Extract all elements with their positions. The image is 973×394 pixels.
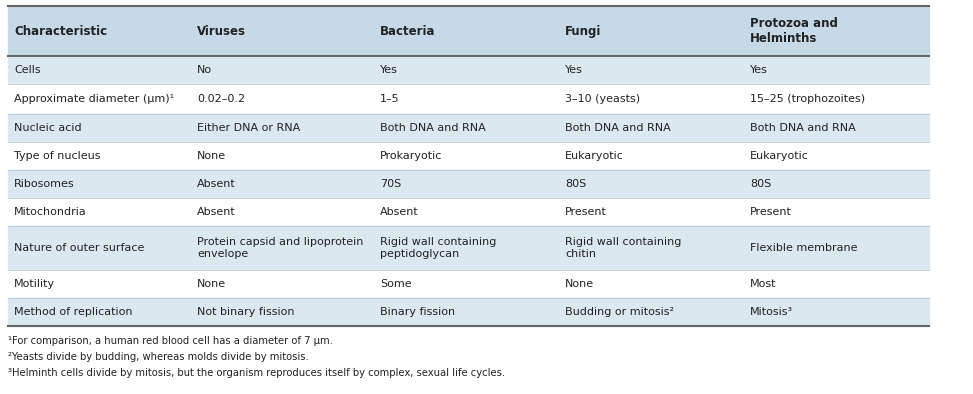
- Text: Yes: Yes: [565, 65, 583, 75]
- Text: Absent: Absent: [380, 207, 418, 217]
- Text: ²Yeasts divide by budding, whereas molds divide by mitosis.: ²Yeasts divide by budding, whereas molds…: [8, 352, 308, 362]
- Bar: [8, 142, 929, 170]
- Text: Absent: Absent: [197, 179, 235, 189]
- Text: 3–10 (yeasts): 3–10 (yeasts): [565, 94, 640, 104]
- Text: 80S: 80S: [565, 179, 587, 189]
- Text: Some: Some: [380, 279, 412, 289]
- Text: 15–25 (trophozoites): 15–25 (trophozoites): [750, 94, 865, 104]
- Text: Yes: Yes: [380, 65, 398, 75]
- Bar: [8, 298, 929, 326]
- Text: ³Helminth cells divide by mitosis, but the organism reproduces itself by complex: ³Helminth cells divide by mitosis, but t…: [8, 368, 505, 378]
- Text: Cells: Cells: [14, 65, 41, 75]
- Text: Prokaryotic: Prokaryotic: [380, 151, 443, 161]
- Text: Protein capsid and lipoprotein
envelope: Protein capsid and lipoprotein envelope: [197, 237, 363, 259]
- Text: None: None: [197, 151, 226, 161]
- Text: Present: Present: [565, 207, 607, 217]
- Text: ¹For comparison, a human red blood cell has a diameter of 7 μm.: ¹For comparison, a human red blood cell …: [8, 336, 333, 346]
- Bar: [8, 170, 929, 198]
- Text: Flexible membrane: Flexible membrane: [750, 243, 857, 253]
- Text: Either DNA or RNA: Either DNA or RNA: [197, 123, 301, 133]
- Bar: [8, 114, 929, 142]
- Text: 0.02–0.2: 0.02–0.2: [197, 94, 245, 104]
- Text: 70S: 70S: [380, 179, 401, 189]
- Text: Both DNA and RNA: Both DNA and RNA: [565, 123, 670, 133]
- Text: Type of nucleus: Type of nucleus: [14, 151, 100, 161]
- Bar: [8, 6, 929, 56]
- Text: Ribosomes: Ribosomes: [14, 179, 75, 189]
- Text: Rigid wall containing
peptidoglycan: Rigid wall containing peptidoglycan: [380, 237, 496, 259]
- Text: Rigid wall containing
chitin: Rigid wall containing chitin: [565, 237, 681, 259]
- Text: Both DNA and RNA: Both DNA and RNA: [380, 123, 486, 133]
- Text: Present: Present: [750, 207, 792, 217]
- Text: Absent: Absent: [197, 207, 235, 217]
- Text: Bacteria: Bacteria: [380, 24, 436, 37]
- Text: None: None: [197, 279, 226, 289]
- Text: Viruses: Viruses: [197, 24, 246, 37]
- Text: Most: Most: [750, 279, 776, 289]
- Text: Binary fission: Binary fission: [380, 307, 455, 317]
- Text: Approximate diameter (μm)¹: Approximate diameter (μm)¹: [14, 94, 174, 104]
- Text: Mitochondria: Mitochondria: [14, 207, 87, 217]
- Text: Nucleic acid: Nucleic acid: [14, 123, 82, 133]
- Text: Fungi: Fungi: [565, 24, 601, 37]
- Bar: [8, 226, 929, 270]
- Text: Budding or mitosis²: Budding or mitosis²: [565, 307, 674, 317]
- Text: Method of replication: Method of replication: [14, 307, 132, 317]
- Text: No: No: [197, 65, 212, 75]
- Bar: [8, 84, 929, 114]
- Text: Both DNA and RNA: Both DNA and RNA: [750, 123, 855, 133]
- Bar: [8, 198, 929, 226]
- Text: 80S: 80S: [750, 179, 772, 189]
- Text: Mitosis³: Mitosis³: [750, 307, 793, 317]
- Text: Yes: Yes: [750, 65, 768, 75]
- Bar: [8, 56, 929, 84]
- Text: Characteristic: Characteristic: [14, 24, 107, 37]
- Bar: [8, 270, 929, 298]
- Text: Motility: Motility: [14, 279, 55, 289]
- Text: None: None: [565, 279, 595, 289]
- Text: Eukaryotic: Eukaryotic: [565, 151, 624, 161]
- Text: Nature of outer surface: Nature of outer surface: [14, 243, 144, 253]
- Text: Eukaryotic: Eukaryotic: [750, 151, 809, 161]
- Text: 1–5: 1–5: [380, 94, 400, 104]
- Text: Not binary fission: Not binary fission: [197, 307, 295, 317]
- Text: Protozoa and
Helminths: Protozoa and Helminths: [750, 17, 838, 45]
